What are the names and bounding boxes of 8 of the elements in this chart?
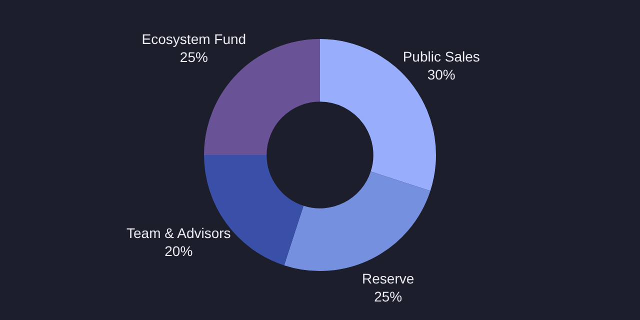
data-label: 25% [374,288,402,305]
data-label: 30% [427,66,456,83]
data-label: 20% [164,243,193,260]
slice-label: Public Sales [402,48,480,65]
slice-label: Ecosystem Fund [142,30,246,47]
slice-label: Team & Advisors [126,225,231,242]
data-label: 25% [180,48,208,65]
slice-label: Reserve [362,270,414,287]
